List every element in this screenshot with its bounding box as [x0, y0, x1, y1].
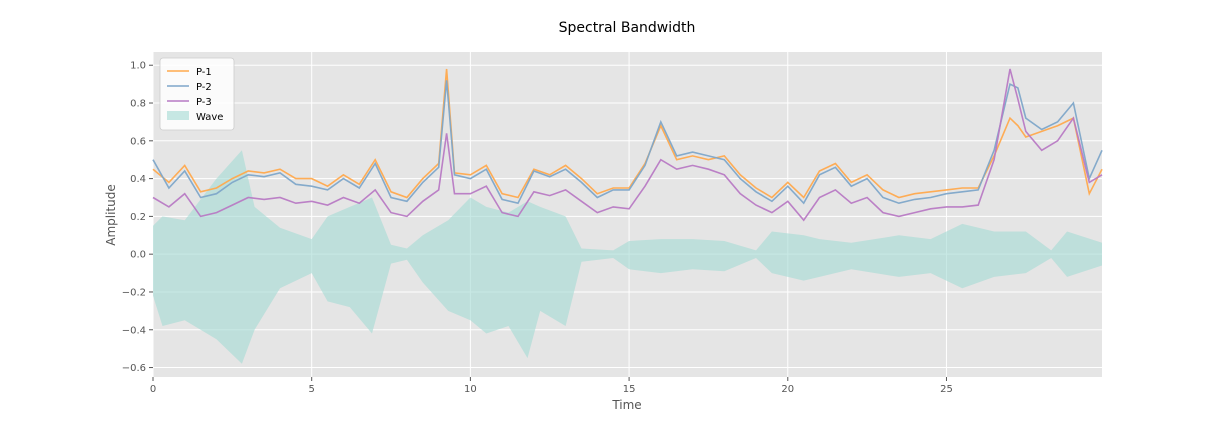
y-tick-label: −0.6	[122, 363, 146, 374]
y-tick-label: 0.8	[130, 99, 146, 110]
legend: P-1 P-2 P-3 Wave	[159, 57, 235, 131]
series-line-p-1	[152, 68, 1103, 199]
x-tick-label: 20	[781, 384, 794, 395]
chart-title: Spectral Bandwidth	[559, 20, 696, 36]
y-axis-label: Amplitude	[104, 184, 118, 246]
legend-label-wave: Wave	[196, 112, 223, 123]
wave-area	[153, 150, 1102, 364]
y-tick-label: 0.2	[130, 212, 146, 223]
y-tick-label: 0.4	[130, 174, 146, 185]
series-line-p-2	[152, 80, 1103, 205]
series-lines-layer	[152, 68, 1103, 222]
x-tick-label: 15	[623, 384, 636, 395]
y-tick-label: −0.2	[122, 287, 146, 298]
x-axis-label: Time	[611, 398, 641, 412]
y-tick-label: 1.0	[130, 61, 146, 72]
wave-area-layer	[153, 150, 1102, 364]
y-tick-label: −0.4	[122, 325, 146, 336]
legend-label-p1: P-1	[196, 67, 212, 78]
x-ticks: 0 5 10 15 20 25	[150, 377, 953, 395]
y-tick-label: 0.0	[130, 250, 146, 261]
x-tick-label: 0	[150, 384, 156, 395]
x-tick-label: 25	[940, 384, 953, 395]
x-tick-label: 5	[309, 384, 315, 395]
legend-label-p2: P-2	[196, 82, 212, 93]
legend-label-p3: P-3	[196, 97, 212, 108]
x-tick-label: 10	[464, 384, 477, 395]
y-ticks: −0.6 −0.4 −0.2 0.0 0.2 0.4 0.6 0.8 1.0	[122, 61, 153, 374]
plot-background	[153, 52, 1102, 377]
series-line-p-3	[152, 68, 1103, 222]
legend-swatch-wave	[167, 111, 189, 120]
y-tick-label: 0.6	[130, 136, 146, 147]
